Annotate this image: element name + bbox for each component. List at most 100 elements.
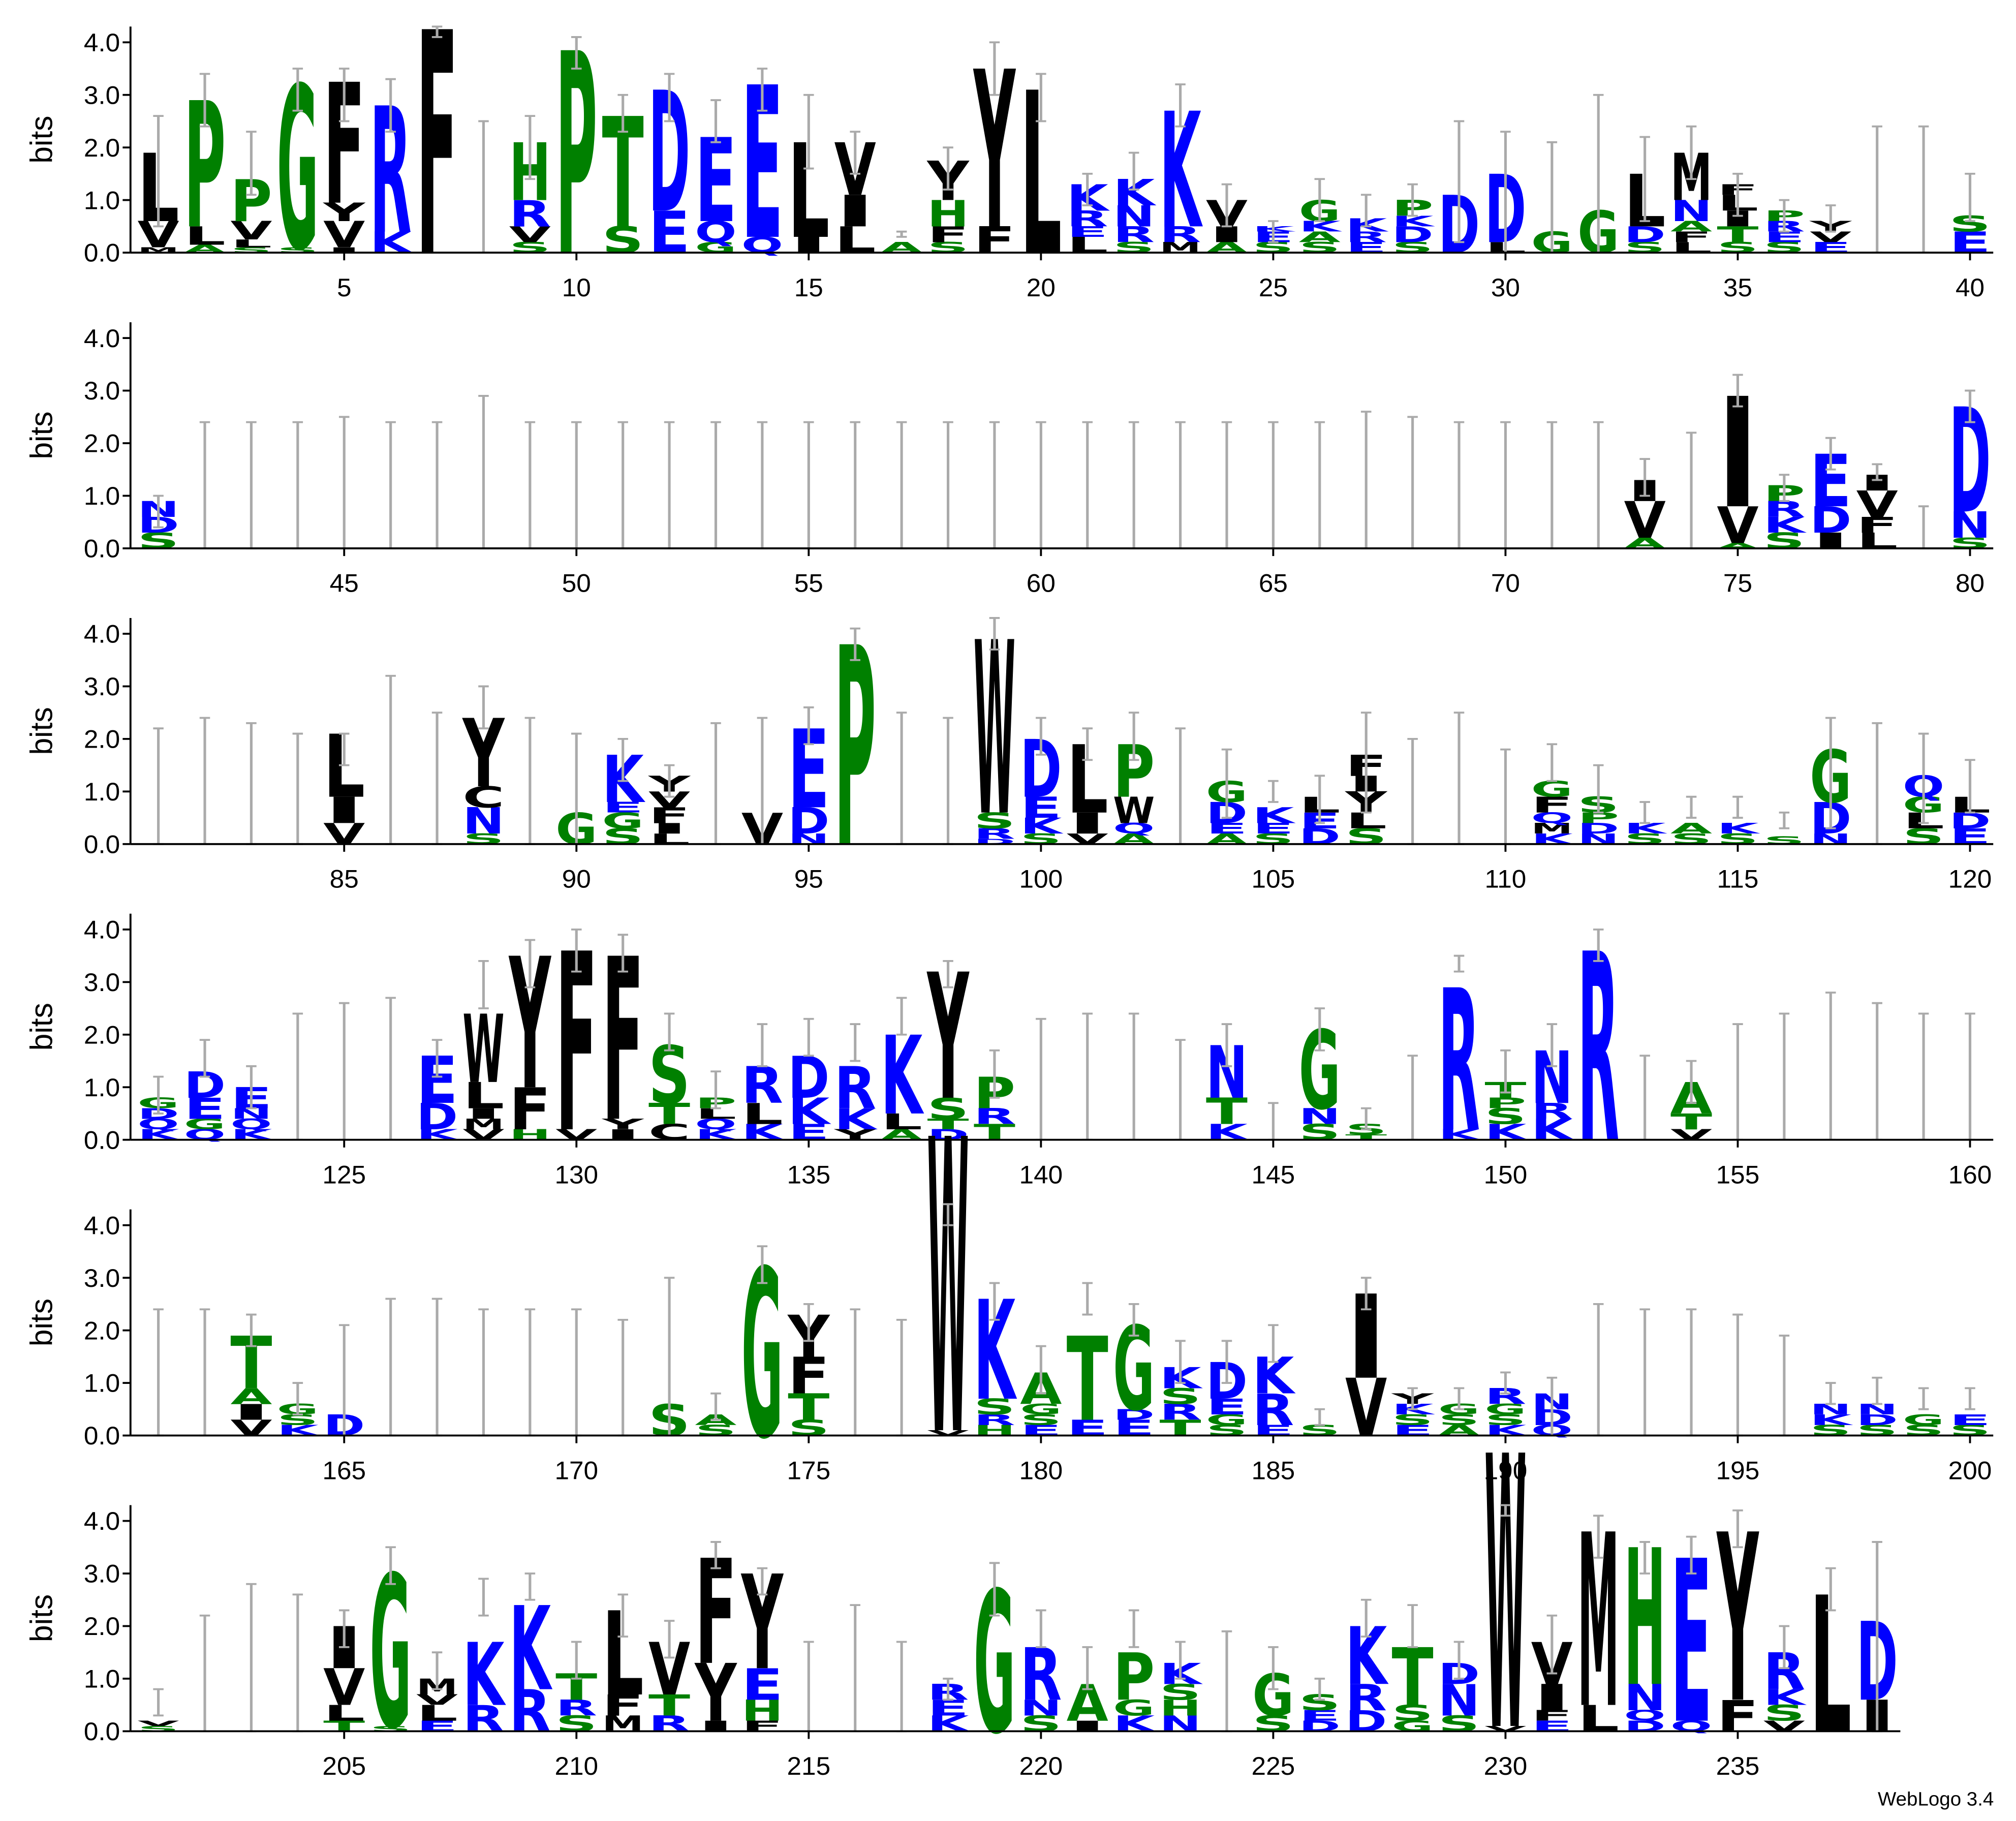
y-tick-label: 3.0 — [84, 1263, 120, 1292]
logo-letter: S — [1392, 1701, 1434, 1726]
logo-letter: P — [1113, 1640, 1155, 1715]
y-tick-label: 2.0 — [84, 1021, 120, 1050]
logo-letter: T — [648, 1689, 690, 1722]
logo-letter: N — [1020, 1696, 1062, 1721]
x-tick-label: 15 — [794, 273, 823, 302]
logo-letter: V — [1624, 491, 1666, 550]
x-tick-label: 75 — [1723, 569, 1752, 598]
logo-letter: E — [1252, 820, 1294, 837]
logo-letter: S — [1345, 824, 1387, 850]
logo-letter: I — [648, 820, 690, 837]
logo-letter: I — [323, 790, 365, 831]
logo-letter: S — [1484, 1104, 1526, 1130]
logo-letter: T — [1067, 1313, 1108, 1447]
logo-letter: S — [1160, 1680, 1201, 1706]
logo-letter: N — [462, 800, 504, 842]
logo-letter: R — [648, 1712, 690, 1737]
logo-letter: Q — [1531, 810, 1573, 827]
logo-letter: I — [230, 1400, 272, 1426]
logo-letter: Q — [230, 1116, 272, 1133]
x-tick-label: 115 — [1717, 865, 1759, 893]
logo-letter: V — [416, 1691, 459, 1709]
logo-letter: M — [462, 1116, 504, 1133]
logo-letter: S — [1160, 1384, 1201, 1410]
logo-letter: F — [1856, 513, 1898, 538]
logo-letter: S — [1438, 1411, 1480, 1429]
logo-letter: S — [1903, 824, 1944, 850]
x-tick-label: 230 — [1484, 1752, 1528, 1781]
logo-letter: N — [1949, 505, 1991, 546]
logo-letter: H — [927, 193, 969, 235]
logo-letter: N — [1670, 194, 1712, 228]
logo-letter: D — [1345, 1705, 1387, 1738]
logo-letter: K — [1020, 814, 1064, 839]
logo-letter: N — [1438, 1676, 1480, 1726]
logo-letter: R — [509, 193, 551, 235]
logo-letter: G — [1484, 1401, 1526, 1418]
x-tick-label: 130 — [554, 1160, 598, 1189]
logo-letter: V — [323, 1658, 365, 1717]
x-tick-label: 110 — [1484, 865, 1526, 893]
x-tick-label: 105 — [1252, 865, 1295, 893]
logo-letter: A — [1299, 229, 1342, 246]
y-tick-label: 1.0 — [84, 1664, 120, 1693]
x-tick-label: 210 — [554, 1752, 598, 1781]
logo-letter: L — [1067, 233, 1108, 258]
logo-letter: D — [1299, 824, 1341, 850]
x-tick-label: 25 — [1259, 273, 1288, 302]
y-tick-label: 1.0 — [84, 186, 120, 215]
logo-letter: M — [602, 1712, 644, 1737]
x-tick-label: 140 — [1019, 1160, 1063, 1189]
logo-letter: R — [555, 1696, 597, 1721]
logo-letter: E — [184, 1092, 226, 1126]
logo-letter: P — [1484, 1095, 1526, 1112]
x-tick-label: 155 — [1716, 1160, 1760, 1189]
y-tick-label: 2.0 — [84, 1316, 120, 1345]
logo-letter: K — [1763, 513, 1807, 538]
logo-letter: R — [1113, 223, 1155, 248]
logo-letter: S — [1020, 1411, 1062, 1429]
logo-letter: E — [1206, 1395, 1248, 1420]
logo-letter: H — [1160, 1696, 1201, 1721]
logo-letter: R — [1345, 229, 1387, 246]
logo-letter: E — [1020, 791, 1062, 825]
logo-letter: T — [1670, 1109, 1713, 1135]
logo-letter: F — [1670, 229, 1712, 246]
logo-letter: L — [834, 220, 876, 261]
logo-letter: G — [1113, 1696, 1155, 1721]
logo-letter: W — [462, 995, 504, 1104]
x-tick-label: 10 — [562, 273, 591, 302]
x-tick-label: 165 — [322, 1456, 366, 1485]
x-tick-label: 90 — [562, 865, 591, 893]
logo-letter: T — [648, 1097, 690, 1131]
logo-letter: K — [1717, 820, 1762, 837]
logo-letter: Q — [695, 215, 736, 249]
x-tick-label: 150 — [1484, 1160, 1528, 1189]
y-tick-label: 0.0 — [84, 830, 120, 859]
y-tick-label: 4.0 — [84, 324, 120, 353]
logo-letter: G — [184, 1116, 226, 1133]
x-tick-label: 120 — [1948, 865, 1992, 893]
x-tick-label: 180 — [1019, 1456, 1063, 1485]
y-tick-label: 3.0 — [84, 672, 120, 701]
x-tick-label: 70 — [1491, 569, 1520, 598]
x-tick-label: 50 — [562, 569, 591, 598]
x-tick-label: 170 — [554, 1456, 598, 1485]
logo-letter: W — [1113, 790, 1155, 831]
logo-letter: R — [974, 1411, 1015, 1429]
logo-letter: C — [648, 1120, 690, 1146]
y-tick-label: 4.0 — [84, 1211, 120, 1240]
logo-letter: L — [1856, 529, 1898, 554]
y-tick-label: 1.0 — [84, 1073, 120, 1102]
logo-letter: V — [1345, 1363, 1387, 1455]
logo-letter: G — [1206, 1411, 1248, 1429]
logo-letter: F — [602, 1689, 644, 1722]
logo-letter: H — [741, 1694, 783, 1727]
y-tick-label: 1.0 — [84, 1369, 120, 1398]
x-tick-label: 205 — [322, 1752, 366, 1781]
logo-letter: L — [323, 717, 365, 817]
y-tick-label: 0.0 — [84, 1126, 120, 1155]
y-axis-label: bits — [24, 116, 59, 164]
